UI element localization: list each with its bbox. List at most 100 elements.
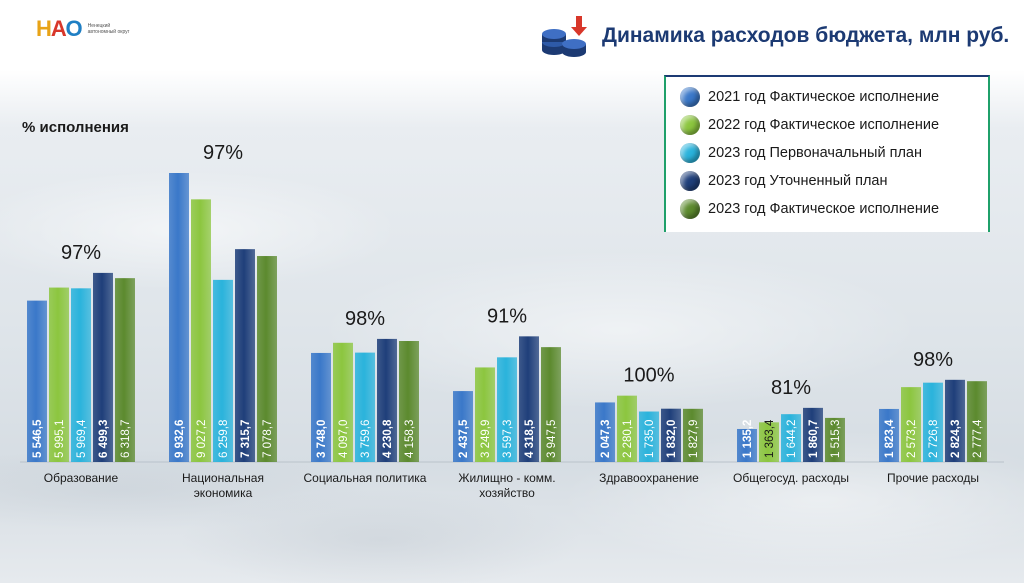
bar — [355, 352, 375, 462]
data-label: 1 860,7 — [808, 420, 820, 458]
execution-percent-label: 91% — [487, 305, 527, 327]
bar — [617, 395, 637, 462]
header: Динамика расходов бюджета, млн руб. — [540, 14, 1009, 58]
bar — [945, 379, 965, 462]
legend: 2021 год Фактическое исполнение 2022 год… — [664, 75, 990, 232]
bar — [257, 256, 277, 462]
bar — [737, 428, 757, 462]
execution-percent-label: 100% — [623, 365, 674, 387]
data-label: 4 158,3 — [404, 420, 416, 458]
data-label: 3 759,6 — [360, 420, 372, 458]
category-label: Прочие расходы — [887, 471, 979, 485]
data-label: 3 249,9 — [480, 420, 492, 458]
data-label: 4 097,0 — [338, 420, 350, 458]
bar — [519, 336, 539, 462]
data-label: 4 318,5 — [524, 419, 536, 458]
page-title: Динамика расходов бюджета, млн руб. — [602, 24, 1010, 47]
data-label: 2 824,3 — [950, 420, 962, 458]
category-label: Национальная — [182, 471, 264, 485]
bar — [213, 279, 233, 462]
legend-marker-icon — [680, 115, 700, 135]
data-label: 6 499,3 — [98, 420, 110, 458]
data-label: 2 726,8 — [928, 420, 940, 458]
legend-label: 2021 год Фактическое исполнение — [708, 89, 940, 105]
legend-label: 2023 год Уточненный план — [708, 173, 888, 189]
data-label: 1 135,2 — [742, 420, 754, 458]
legend-item-2023-refined: 2023 год Уточненный план — [680, 167, 980, 195]
data-label: 4 230,8 — [382, 419, 394, 458]
bar — [923, 382, 943, 462]
coins-down-arrow-icon — [542, 16, 587, 57]
legend-marker-icon — [680, 199, 700, 219]
bar — [27, 300, 47, 462]
bar — [825, 417, 845, 462]
data-label: 2 777,4 — [972, 419, 984, 458]
data-label: 5 995,1 — [54, 420, 66, 458]
legend-item-2021-fact: 2021 год Фактическое исполнение — [680, 83, 980, 111]
logo-caption: Ненецкий автономный округ — [87, 23, 130, 35]
data-label: 5 546,5 — [32, 419, 44, 458]
bar — [399, 341, 419, 462]
bar — [453, 391, 473, 462]
bar — [93, 272, 113, 462]
data-label: 3 748,0 — [316, 420, 328, 458]
legend-marker-icon — [680, 87, 700, 107]
bar — [879, 408, 899, 462]
bar — [759, 422, 779, 462]
execution-percent-label: 97% — [61, 242, 101, 264]
data-label: 2 280,1 — [622, 420, 634, 458]
logo-letter-1: Н — [36, 16, 52, 41]
data-label: 2 047,3 — [600, 420, 612, 458]
data-label: 1 644,2 — [786, 420, 798, 458]
category-label: хозяйство — [479, 486, 535, 500]
bar — [541, 347, 561, 462]
bar — [169, 173, 189, 462]
category-label: экономика — [194, 486, 253, 500]
logo-mark: НАО — [36, 16, 83, 41]
bar — [639, 411, 659, 462]
bar — [235, 249, 255, 462]
bar — [49, 287, 69, 462]
bar — [191, 199, 211, 462]
data-label: 9 932,6 — [174, 420, 186, 458]
data-label: 1 827,9 — [688, 420, 700, 458]
bar — [333, 342, 353, 462]
bar — [803, 407, 823, 462]
category-label: Здравоохранение — [599, 471, 699, 485]
data-label: 1 823,4 — [884, 419, 896, 458]
data-label: 7 078,7 — [262, 420, 274, 458]
bar — [475, 367, 495, 462]
logo: НАО Ненецкий автономный округ — [36, 18, 132, 40]
category-label: Жилищно - комм. — [458, 471, 555, 485]
category-label: Образование — [44, 471, 119, 485]
data-label: 7 315,7 — [240, 420, 252, 458]
data-label: 2 437,5 — [458, 419, 470, 458]
bar — [781, 414, 801, 462]
data-label: 1 735,0 — [644, 420, 656, 458]
data-label: 3 947,5 — [546, 420, 558, 458]
execution-percent-label: 98% — [345, 308, 385, 330]
category-label: Социальная политика — [304, 471, 427, 485]
execution-percent-label: 81% — [771, 377, 811, 399]
legend-item-2023-plan: 2023 год Первоначальный план — [680, 139, 980, 167]
data-label: 6 318,7 — [120, 420, 132, 458]
execution-percent-label: 97% — [203, 142, 243, 164]
bar — [967, 381, 987, 462]
legend-item-2023-fact: 2023 год Фактическое исполнение — [680, 195, 980, 223]
data-label: 1 515,3 — [830, 420, 842, 458]
data-label: 5 969,4 — [76, 419, 88, 458]
bar — [595, 402, 615, 462]
execution-percent-label: 98% — [913, 349, 953, 371]
bar — [497, 357, 517, 462]
bar — [71, 288, 91, 462]
bar — [115, 278, 135, 462]
bar — [377, 338, 397, 462]
data-label: 1 363,4 — [764, 419, 776, 458]
legend-marker-icon — [680, 143, 700, 163]
logo-letter-3: О — [65, 16, 83, 41]
data-label: 2 573,2 — [906, 420, 918, 458]
percent-heading: % исполнения — [22, 119, 129, 136]
legend-marker-icon — [680, 171, 700, 191]
category-label: Общегосуд. расходы — [733, 471, 849, 485]
